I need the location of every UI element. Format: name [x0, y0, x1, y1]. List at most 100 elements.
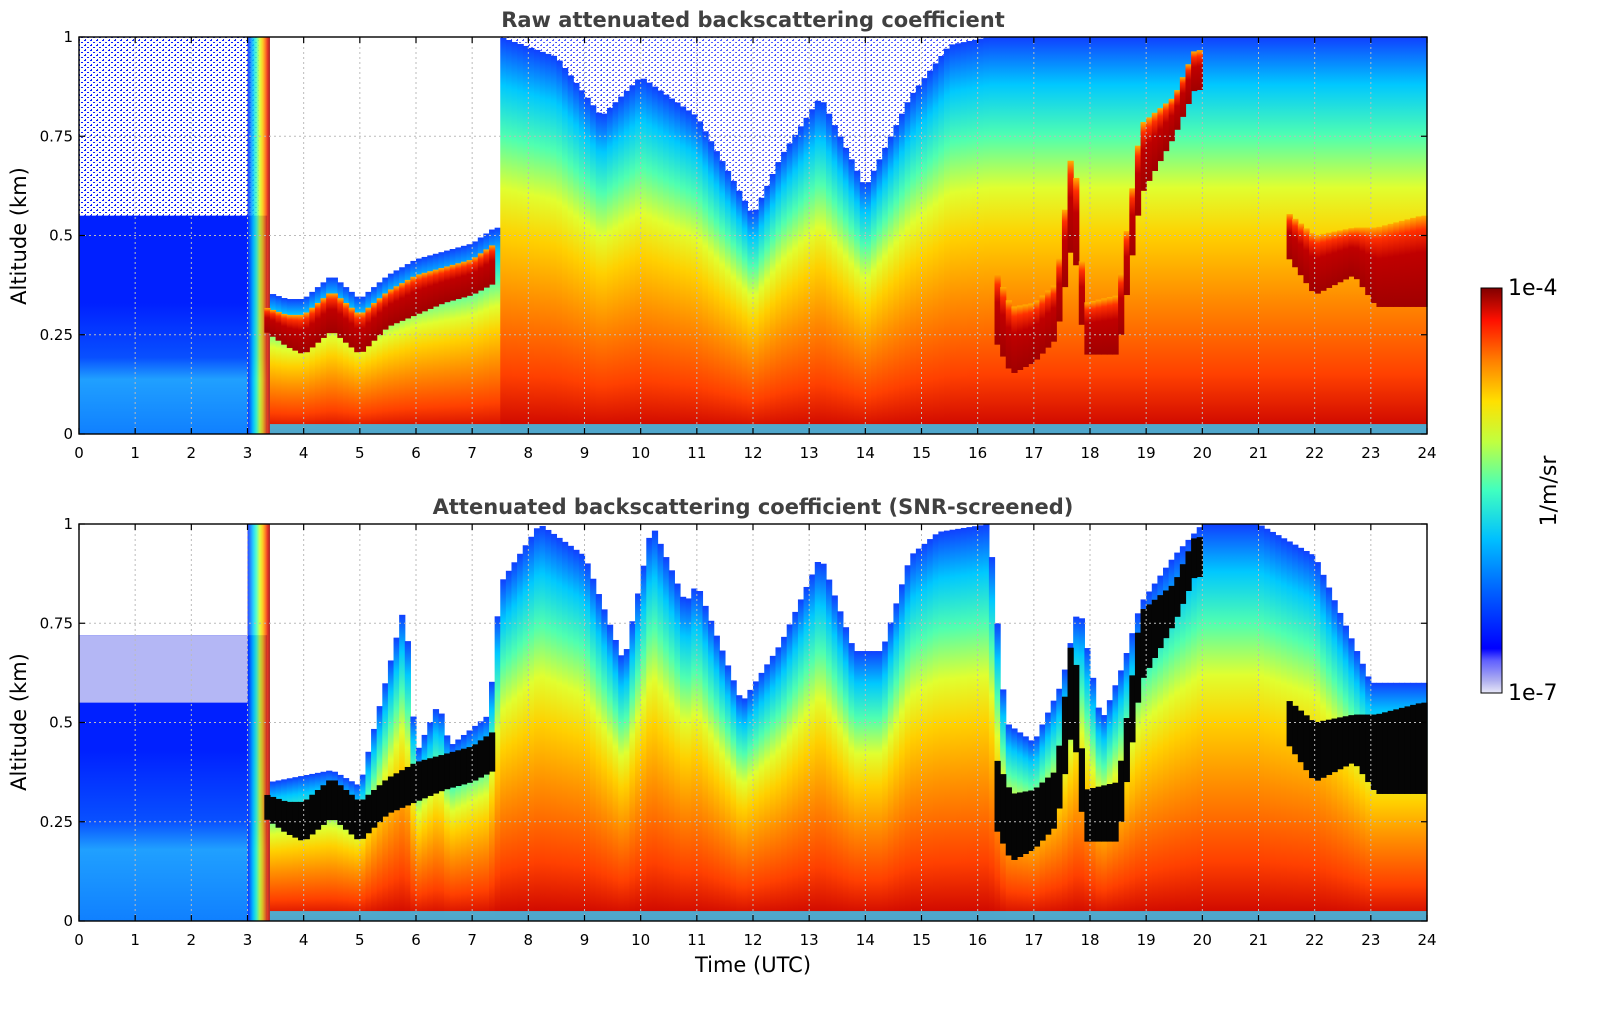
aerosol-column — [663, 557, 670, 921]
aerosol-column — [1073, 616, 1080, 921]
colorbar: 1e-4 1e-7 1/m/sr — [1480, 276, 1562, 706]
cloud-layer — [460, 261, 468, 298]
aerosol-column — [1398, 682, 1406, 921]
aerosol-column — [393, 270, 400, 434]
aerosol-column — [539, 51, 546, 434]
noise-speckle — [595, 37, 602, 113]
x-tick-label: 17 — [1024, 444, 1043, 462]
aerosol-column — [292, 299, 299, 434]
cloud-layer — [1090, 301, 1097, 355]
noise-speckle — [915, 37, 923, 86]
aerosol-column — [449, 744, 456, 921]
x-tick-label: 17 — [1024, 931, 1043, 949]
cloud-layer — [1146, 117, 1153, 181]
cloud-layer — [1129, 675, 1136, 743]
cloud-layer — [472, 744, 479, 781]
x-tick-label: 8 — [524, 444, 534, 462]
aerosol-column — [809, 109, 816, 434]
aerosol-column — [595, 594, 602, 921]
aerosol-column — [477, 237, 484, 434]
aerosol-column — [1134, 613, 1142, 921]
cloud-layer — [281, 313, 288, 345]
x-axis-label: Time (UTC) — [694, 953, 811, 977]
aerosol-column — [972, 39, 979, 434]
aerosol-column — [1084, 37, 1091, 434]
aerosol-column — [786, 143, 793, 434]
aerosol-column — [298, 299, 305, 434]
aerosol-column — [753, 209, 760, 434]
noise-speckle — [960, 37, 968, 43]
aerosol-column — [618, 655, 625, 921]
aerosol-column — [893, 125, 900, 434]
y-tick-label: 0.5 — [49, 227, 73, 245]
aerosol-column — [1005, 37, 1012, 434]
cloud-layer — [331, 780, 338, 821]
aerosol-column — [494, 616, 501, 921]
aerosol-column — [736, 695, 743, 921]
aerosol-column — [741, 200, 748, 434]
cloud-layer — [472, 257, 479, 294]
cloud-layer — [286, 314, 294, 348]
aerosol-column — [887, 136, 895, 435]
aerosol-column — [489, 681, 496, 921]
cloud-layer — [1101, 298, 1108, 355]
aerosol-column — [1123, 653, 1130, 921]
aerosol-column — [1196, 527, 1203, 921]
aerosol-column — [584, 97, 591, 435]
cloud-layer — [1415, 703, 1422, 794]
aerosol-column — [685, 110, 692, 434]
cloud-layer — [1353, 714, 1361, 767]
cloud-layer — [1095, 299, 1102, 355]
cloud-layer — [1123, 231, 1130, 296]
noise-speckle — [943, 37, 951, 49]
cloud-layer — [1157, 108, 1164, 162]
aerosol-column — [511, 41, 518, 435]
aerosol-column — [533, 528, 541, 921]
cloud-layer — [444, 753, 451, 790]
cloud-layer — [1050, 772, 1057, 829]
aerosol-column — [820, 563, 827, 921]
aerosol-column — [927, 539, 934, 921]
aerosol-column — [623, 90, 631, 434]
aerosol-column — [949, 44, 956, 434]
x-tick-label: 0 — [74, 931, 84, 949]
aerosol-column — [786, 624, 793, 921]
noise-speckle — [578, 37, 586, 91]
cloud-layer — [421, 759, 428, 799]
aerosol-column — [1421, 682, 1428, 921]
cloud-layer — [1303, 715, 1310, 771]
aerosol-column — [848, 643, 855, 921]
aerosol-column — [646, 82, 653, 434]
aerosol-column — [809, 574, 816, 921]
cloud-layer — [1005, 787, 1012, 856]
aerosol-column — [983, 37, 990, 435]
aerosol-column — [826, 579, 833, 921]
cloud-layer — [1033, 787, 1041, 847]
cloud-layer — [387, 776, 395, 813]
cloud-layer — [1084, 302, 1091, 355]
cloud-layer — [994, 273, 1001, 345]
aerosol-column — [983, 524, 990, 921]
aerosol-column — [938, 55, 945, 434]
cloud-layer — [1314, 721, 1321, 781]
aerosol-column — [1163, 567, 1170, 921]
aerosol-column — [348, 781, 355, 921]
x-tick-label: 13 — [800, 444, 819, 462]
cloud-layer — [269, 796, 277, 824]
cloud-layer — [404, 766, 411, 806]
noise-speckle — [646, 37, 653, 83]
aerosol-column — [1134, 37, 1142, 434]
noise-speckle — [719, 37, 726, 162]
cloud-layer — [1353, 227, 1361, 280]
cloud-layer — [410, 276, 417, 317]
cloud-layer — [1056, 258, 1063, 322]
aerosol-column — [331, 277, 338, 434]
aerosol-column — [713, 151, 720, 434]
aerosol-column — [904, 102, 911, 435]
noise-speckle — [539, 37, 546, 52]
cloud-layer — [1073, 177, 1080, 266]
cloud-layer — [342, 789, 350, 830]
cloud-layer — [1140, 609, 1147, 678]
aerosol-column — [466, 244, 473, 434]
aerosol-column — [320, 771, 327, 921]
